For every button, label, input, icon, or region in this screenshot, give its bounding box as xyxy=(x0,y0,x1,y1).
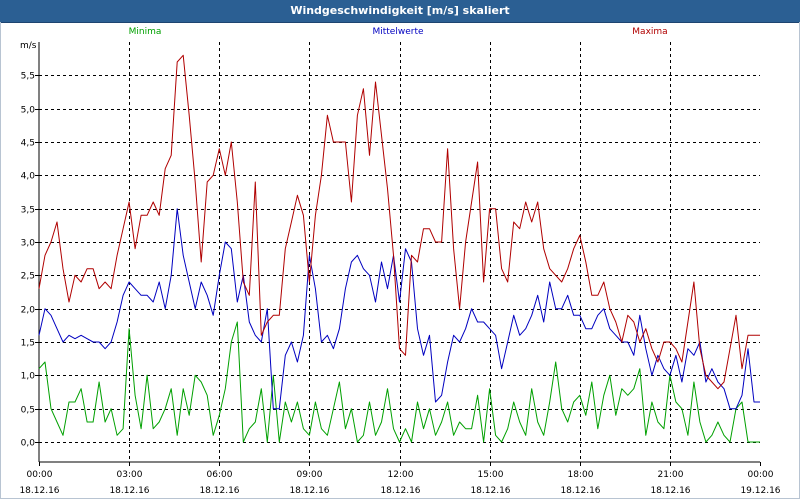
y-tick-label: 5,5 xyxy=(21,72,35,82)
x-tick-time-label: 12:00 xyxy=(388,470,414,480)
x-tick-time-label: 18:00 xyxy=(568,470,594,480)
series-layer xyxy=(38,54,760,443)
y-axis-unit-label: m/s xyxy=(20,41,37,51)
x-tick-time-label: 21:00 xyxy=(658,470,684,480)
series-line-minima xyxy=(38,321,760,443)
x-tick-time-label: 03:00 xyxy=(117,470,143,480)
x-tick-date-label: 19.12.16 xyxy=(740,486,780,496)
y-tick-label: 4,0 xyxy=(21,172,36,182)
tick-layer: 0,0 0,5 1,0 1,5 2,0 2,5 3,0 3,5 4,0 4,5 5,0 5,5 00:0… xyxy=(19,72,780,497)
x-tick-date-label: 18.12.16 xyxy=(199,486,239,496)
y-tick-label: 3,0 xyxy=(21,239,36,249)
y-tick-label: 5,0 xyxy=(21,106,36,116)
y-tick-label: 2,0 xyxy=(21,306,36,316)
x-tick-time-label: 00:00 xyxy=(748,470,774,480)
y-tick-label: 2,5 xyxy=(21,272,35,282)
legend-minima: Minima xyxy=(129,27,162,37)
x-tick-date-label: 18.12.16 xyxy=(19,486,59,496)
y-tick-label: 4,5 xyxy=(21,139,35,149)
x-tick-date-label: 18.12.16 xyxy=(650,486,690,496)
window-title: Windgeschwindigkeit [m/s] skaliert xyxy=(0,0,800,23)
x-tick-date-label: 18.12.16 xyxy=(380,486,420,496)
y-tick-label: 1,5 xyxy=(21,339,35,349)
x-tick-date-label: 18.12.16 xyxy=(560,486,600,496)
x-tick-date-label: 18.12.16 xyxy=(470,486,510,496)
series-line-mittelwerte xyxy=(38,208,760,410)
x-tick-time-label: 06:00 xyxy=(207,470,233,480)
y-tick-label: 0,5 xyxy=(21,406,35,416)
x-tick-date-label: 18.12.16 xyxy=(109,486,149,496)
grid-layer xyxy=(38,42,760,463)
y-tick-label: 0,0 xyxy=(21,439,36,449)
x-tick-time-label: 00:00 xyxy=(27,470,53,480)
x-tick-time-label: 15:00 xyxy=(478,470,504,480)
legend-maxima: Maxima xyxy=(632,27,667,37)
y-tick-label: 1,0 xyxy=(21,372,36,382)
legend-mittelwerte: Mittelwerte xyxy=(372,27,423,37)
x-tick-date-label: 18.12.16 xyxy=(289,486,329,496)
y-tick-label: 3,5 xyxy=(21,206,35,216)
series-line-maxima xyxy=(38,54,760,390)
x-tick-time-label: 09:00 xyxy=(297,470,323,480)
